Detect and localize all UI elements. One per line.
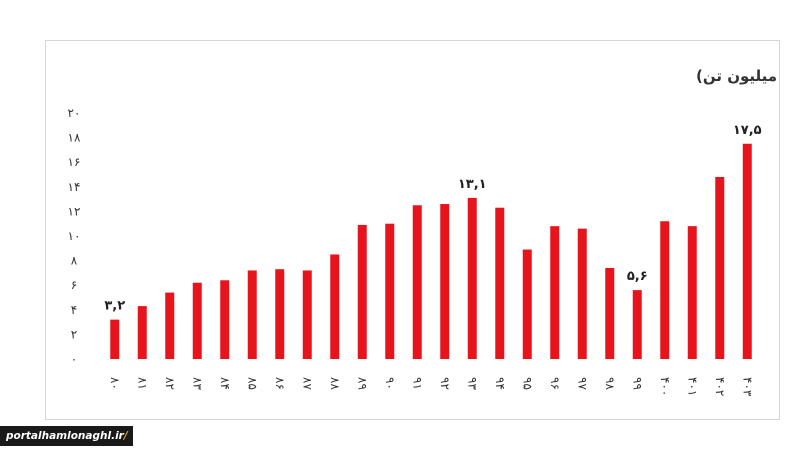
bar bbox=[165, 292, 175, 359]
bar bbox=[412, 205, 422, 359]
bar-chart: عملکرد ترانزیت ایران در دو دهه اخیر (ارق… bbox=[68, 67, 779, 397]
x-tick-label: ۴۰۰ bbox=[658, 377, 672, 396]
watermark-text: portalhamlonaghl.ir bbox=[6, 430, 124, 442]
x-tick-label: ۸۴ bbox=[218, 377, 232, 390]
y-tick-label: ۱۸ bbox=[68, 131, 81, 145]
bar bbox=[495, 207, 505, 359]
bar bbox=[467, 197, 477, 359]
x-tick-label: ۹۹ bbox=[630, 377, 644, 390]
bar bbox=[220, 280, 230, 359]
data-label: ۱۳,۱ bbox=[458, 177, 487, 192]
data-labels: ۳,۲ ۱۳,۱ ۵,۶ ۱۷,۵ bbox=[104, 123, 761, 314]
data-label: ۳,۲ bbox=[104, 299, 125, 314]
y-tick-label: ۱۲ bbox=[68, 204, 81, 218]
x-tick-label: ۸۰ bbox=[108, 377, 122, 390]
bar bbox=[192, 282, 202, 359]
bar bbox=[660, 221, 670, 359]
x-tick-label: ۸۵ bbox=[245, 377, 259, 390]
x-tick-label: ۴۰۱ bbox=[685, 377, 699, 396]
y-tick-label: ۲۰ bbox=[68, 106, 81, 120]
bar bbox=[687, 226, 697, 359]
y-tick-label: ۰ bbox=[71, 352, 77, 366]
bar bbox=[605, 267, 615, 359]
x-tick-label: ۸۹ bbox=[355, 377, 369, 390]
x-tick-label: ۹۱ bbox=[410, 377, 424, 390]
x-tick-label: ۹۳ bbox=[465, 377, 479, 390]
y-tick-label: ۶ bbox=[71, 278, 77, 292]
data-label: ۱۷,۵ bbox=[733, 123, 762, 138]
x-tick-label: ۸۷ bbox=[300, 377, 314, 390]
bar bbox=[357, 224, 367, 359]
bar bbox=[577, 228, 587, 359]
y-tick-label: ۲ bbox=[71, 327, 77, 341]
x-tick-label: ۹۲ bbox=[438, 377, 452, 390]
bar bbox=[137, 306, 147, 359]
x-tick-label: ۹۵ bbox=[520, 377, 534, 390]
data-label: ۵,۶ bbox=[627, 269, 648, 284]
y-tick-label: ۱۰ bbox=[68, 229, 81, 243]
x-tick-label: ۹۴ bbox=[493, 377, 507, 390]
bar bbox=[522, 249, 532, 359]
x-tick-label: ۹۶ bbox=[548, 377, 562, 390]
x-tick-label: ۹۸ bbox=[603, 377, 617, 390]
chart-title: عملکرد ترانزیت ایران در دو دهه اخیر (ارق… bbox=[696, 67, 779, 85]
bar bbox=[715, 176, 725, 359]
x-tick-label: ۸۳ bbox=[190, 377, 204, 390]
bar bbox=[385, 223, 395, 359]
chart-frame: عملکرد ترانزیت ایران در دو دهه اخیر (ارق… bbox=[45, 40, 780, 420]
y-tick-label: ۸ bbox=[71, 254, 78, 268]
x-tick-label: ۴۰۳ bbox=[740, 377, 754, 397]
bar bbox=[440, 204, 450, 359]
bars bbox=[110, 143, 752, 359]
bar bbox=[275, 269, 285, 359]
x-tick-label: ۴۰۲ bbox=[713, 377, 727, 396]
bar bbox=[330, 254, 340, 359]
x-tick-label: ۹۷ bbox=[575, 377, 589, 390]
x-tick-label: ۹۰ bbox=[383, 377, 397, 390]
bar bbox=[742, 143, 752, 359]
x-tick-label: ۸۲ bbox=[163, 377, 177, 390]
x-tick-label: ۸۱ bbox=[135, 377, 149, 390]
watermark-slash: / bbox=[123, 430, 128, 442]
x-tick-label: ۸۶ bbox=[273, 377, 287, 390]
x-axis: ۸۰ ۸۱ ۸۲ ۸۳ ۸۴ ۸۵ ۸۶ ۸۷ ۸۸ ۸۹ ۹۰ ۹۱ ۹۲ ۹۳ ۹۴ ۹۵ ۹۶ ۹۷ ۹۸ ۹۹… bbox=[108, 377, 755, 397]
bar bbox=[247, 270, 257, 359]
bar bbox=[302, 270, 312, 359]
watermark-banner: portalhamlonaghl.ir/ bbox=[0, 426, 133, 446]
y-axis: ۰ ۲ ۴ ۶ ۸ ۱۰ ۱۲ ۱۴ ۱۶ ۱۸ ۲۰ bbox=[68, 106, 81, 366]
bar bbox=[632, 290, 642, 359]
bar bbox=[550, 226, 560, 359]
bar bbox=[110, 319, 120, 359]
x-tick-label: ۸۸ bbox=[328, 377, 342, 390]
y-tick-label: ۱۶ bbox=[68, 155, 81, 169]
y-tick-label: ۱۴ bbox=[68, 180, 81, 194]
y-tick-label: ۴ bbox=[71, 303, 77, 317]
